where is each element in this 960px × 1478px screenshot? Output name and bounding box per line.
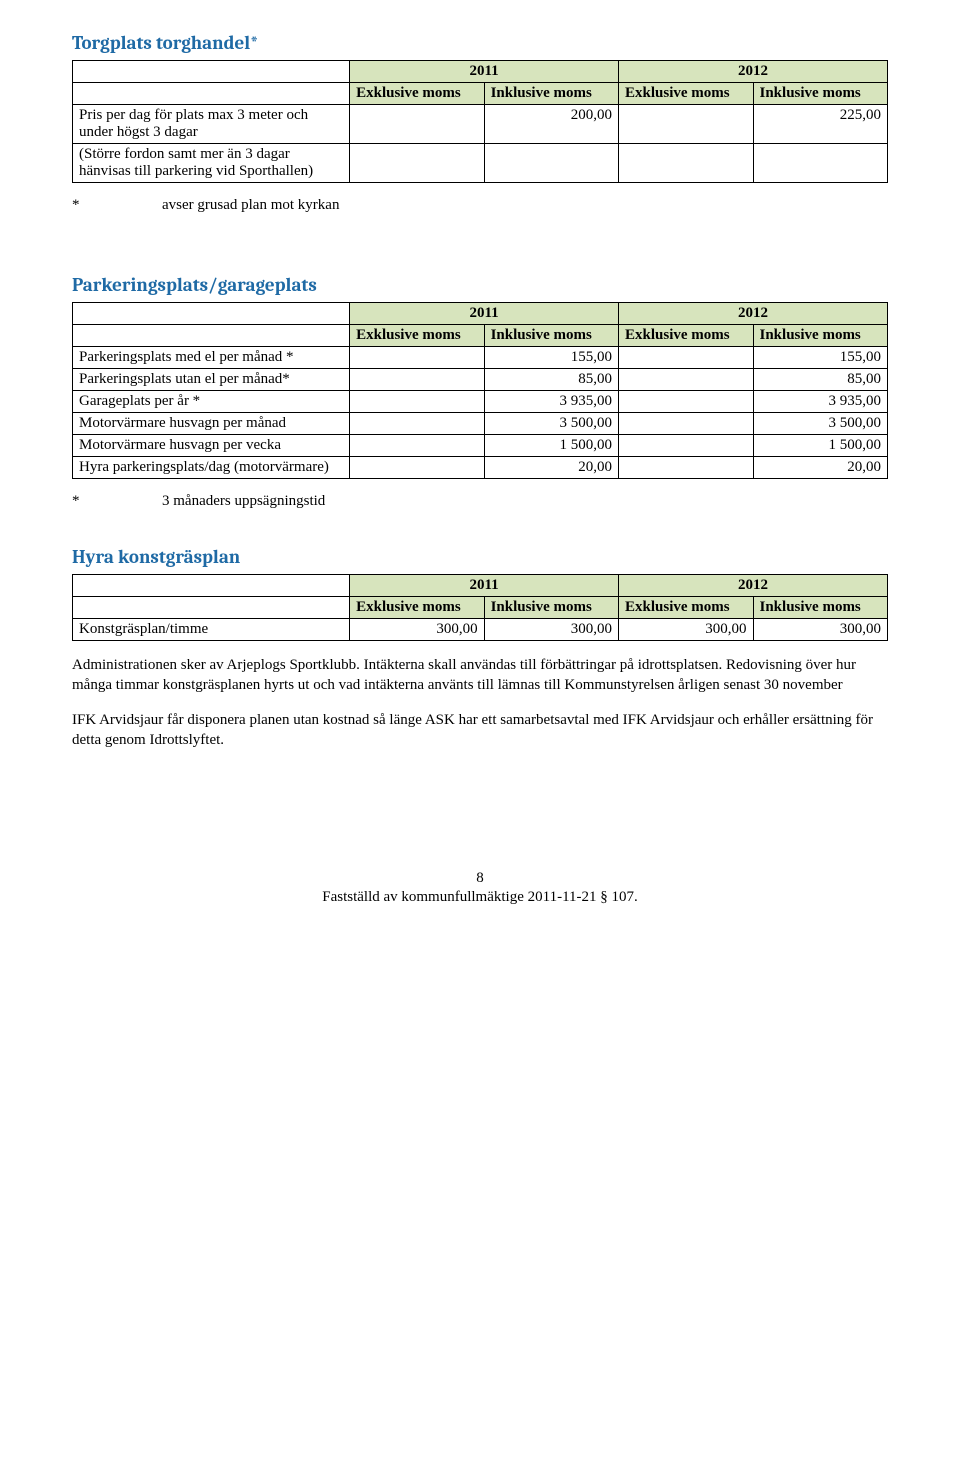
row-val: 225,00 [753,105,888,144]
col-in: Inklusive moms [753,325,888,347]
row-label: Pris per dag för plats max 3 meter och u… [73,105,350,144]
blank-corner [73,83,350,105]
row-val [484,144,618,183]
table-row: Konstgräsplan/timme 300,00 300,00 300,00… [73,619,888,641]
section3-para2: IFK Arvidsjaur får disponera planen utan… [72,710,888,751]
row-label: Garageplats per år * [73,391,350,413]
col-ex: Exklusive moms [619,597,753,619]
col-ex: Exklusive moms [619,83,753,105]
blank-corner [73,61,350,83]
section1-table: 2011 2012 Exklusive moms Inklusive moms … [72,60,888,183]
row-val [350,413,484,435]
section1-note: * avser grusad plan mot kyrkan [72,197,888,214]
row-val [350,391,484,413]
note-text: avser grusad plan mot kyrkan [162,197,888,214]
section1-title: Torgplats torghandel* [72,32,888,54]
table-row: Pris per dag för plats max 3 meter och u… [73,105,888,144]
row-val: 155,00 [484,347,618,369]
col-in: Inklusive moms [753,83,888,105]
row-val [350,435,484,457]
col-in: Inklusive moms [484,325,618,347]
row-val [350,369,484,391]
row-label: Parkeringsplats med el per månad * [73,347,350,369]
row-label: (Större fordon samt mer än 3 dagar hänvi… [73,144,350,183]
row-val: 3 500,00 [484,413,618,435]
row-label: Motorvärmare husvagn per vecka [73,435,350,457]
section3-table: 2011 2012 Exklusive moms Inklusive moms … [72,574,888,641]
blank-corner [73,575,350,597]
table-row: Parkeringsplats utan el per månad* 85,00… [73,369,888,391]
row-val [619,413,753,435]
row-val [619,369,753,391]
row-val: 300,00 [619,619,753,641]
row-val [350,347,484,369]
table-row: Motorvärmare husvagn per månad 3 500,00 … [73,413,888,435]
year-header-2011: 2011 [350,61,619,83]
row-val: 3 500,00 [753,413,888,435]
col-in: Inklusive moms [484,83,618,105]
row-val: 1 500,00 [753,435,888,457]
row-val: 200,00 [484,105,618,144]
row-val: 1 500,00 [484,435,618,457]
blank-corner [73,597,350,619]
row-val [619,391,753,413]
year-header-2011: 2011 [350,575,619,597]
page-number: 8 [72,870,888,887]
row-val: 155,00 [753,347,888,369]
year-header-2011: 2011 [350,303,619,325]
row-val [350,144,484,183]
row-val: 300,00 [484,619,618,641]
row-label: Parkeringsplats utan el per månad* [73,369,350,391]
col-ex: Exklusive moms [350,325,484,347]
col-ex: Exklusive moms [350,597,484,619]
year-header-2012: 2012 [619,575,888,597]
table-row: Garageplats per år * 3 935,00 3 935,00 [73,391,888,413]
note-star: * [72,197,162,214]
row-val [753,144,888,183]
row-val: 20,00 [484,457,618,479]
blank-corner [73,303,350,325]
col-in: Inklusive moms [484,597,618,619]
row-val [619,347,753,369]
row-val [619,457,753,479]
col-ex: Exklusive moms [350,83,484,105]
section2-note: * 3 månaders uppsägningstid [72,493,888,510]
section2-table: 2011 2012 Exklusive moms Inklusive moms … [72,302,888,479]
section3-title: Hyra konstgräsplan [72,546,888,568]
row-val: 300,00 [350,619,484,641]
row-val [619,435,753,457]
row-val: 3 935,00 [753,391,888,413]
page-footer: 8 Fastställd av kommunfullmäktige 2011-1… [72,870,888,906]
year-header-2012: 2012 [619,61,888,83]
row-val: 20,00 [753,457,888,479]
row-val: 300,00 [753,619,888,641]
col-in: Inklusive moms [753,597,888,619]
row-val [619,144,753,183]
table-row: Motorvärmare husvagn per vecka 1 500,00 … [73,435,888,457]
row-val: 85,00 [484,369,618,391]
row-label: Motorvärmare husvagn per månad [73,413,350,435]
section2-title: Parkeringsplats/garageplats [72,274,888,296]
footer-stamp: Fastställd av kommunfullmäktige 2011-11-… [72,889,888,906]
year-header-2012: 2012 [619,303,888,325]
row-label: Konstgräsplan/timme [73,619,350,641]
blank-corner [73,325,350,347]
row-val [350,457,484,479]
row-val: 3 935,00 [484,391,618,413]
table-row: (Större fordon samt mer än 3 dagar hänvi… [73,144,888,183]
section3-para1: Administrationen sker av Arjeplogs Sport… [72,655,888,696]
table-row: Parkeringsplats med el per månad * 155,0… [73,347,888,369]
row-val: 85,00 [753,369,888,391]
row-val [619,105,753,144]
row-label: Hyra parkeringsplats/dag (motorvärmare) [73,457,350,479]
note-text: 3 månaders uppsägningstid [162,493,888,510]
note-star: * [72,493,162,510]
row-val [350,105,484,144]
table-row: Hyra parkeringsplats/dag (motorvärmare) … [73,457,888,479]
col-ex: Exklusive moms [619,325,753,347]
